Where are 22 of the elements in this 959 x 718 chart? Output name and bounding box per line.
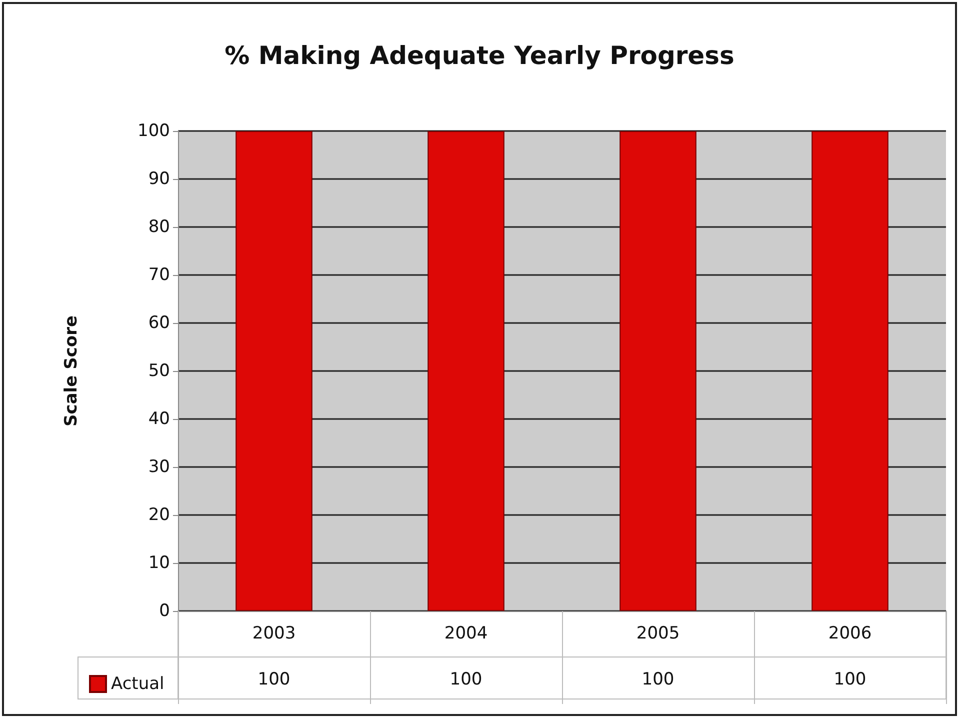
data-label: 100 bbox=[258, 670, 290, 690]
y-tick-label: 80 bbox=[148, 217, 170, 237]
y-tick-label: 30 bbox=[148, 457, 170, 477]
x-tick-label: 2005 bbox=[636, 624, 680, 644]
y-tick-label: 50 bbox=[148, 361, 170, 381]
y-tick-label: 60 bbox=[148, 313, 170, 333]
data-label: 100 bbox=[450, 670, 482, 690]
y-tick-label: 10 bbox=[148, 553, 170, 573]
y-tick-label: 70 bbox=[148, 265, 170, 285]
data-label: 100 bbox=[834, 670, 866, 690]
y-tick-label: 20 bbox=[148, 505, 170, 525]
x-tick-label: 2003 bbox=[252, 624, 296, 644]
x-tick-label: 2004 bbox=[444, 624, 488, 644]
y-axis-title: Scale Score bbox=[62, 316, 82, 426]
y-tick-label: 40 bbox=[148, 409, 170, 429]
y-tick-label: 90 bbox=[148, 169, 170, 189]
data-label: 100 bbox=[642, 670, 674, 690]
legend-label: Actual bbox=[111, 674, 164, 694]
x-tick-label: 2006 bbox=[828, 624, 872, 644]
y-tick-label: 0 bbox=[159, 601, 170, 621]
chart-title: % Making Adequate Yearly Progress bbox=[224, 41, 734, 70]
y-tick-label: 100 bbox=[138, 121, 170, 141]
